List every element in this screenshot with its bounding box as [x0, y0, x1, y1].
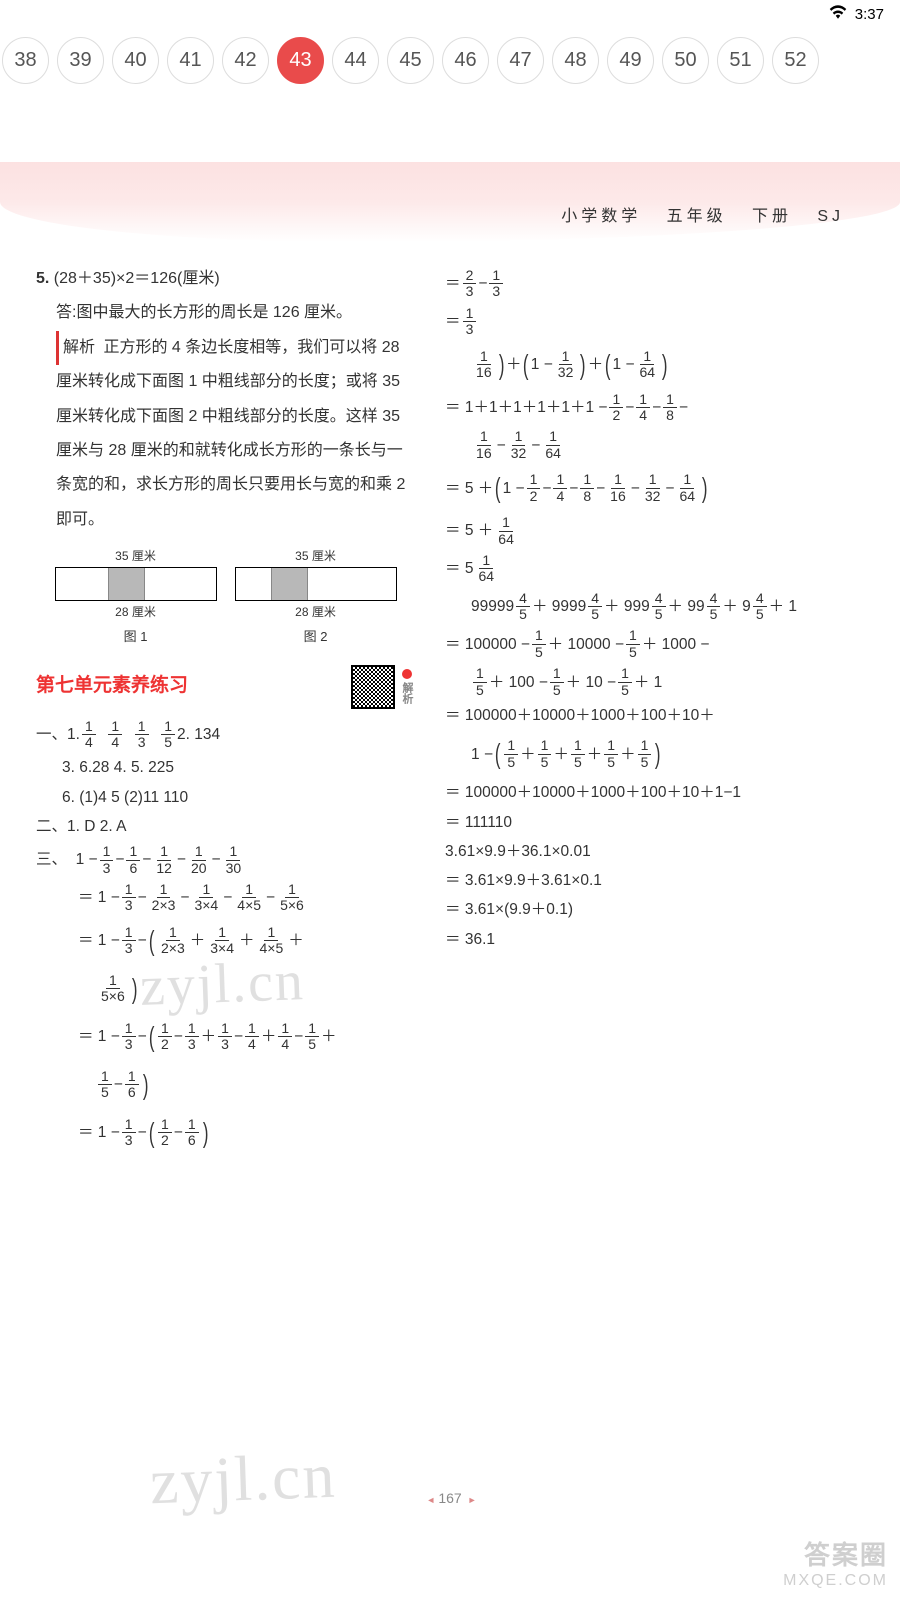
diagram-row: 35 厘米 28 厘米 图 1 35 厘米 28 厘米 图 2	[36, 547, 415, 647]
play-icon	[402, 669, 412, 679]
problem-explain: 正方形的 4 条边长度相等，我们可以将 28 厘米转化成下面图 1 中粗线部分的…	[56, 339, 405, 528]
status-bar: 3:37	[0, 0, 900, 28]
wifi-icon	[829, 5, 847, 23]
page-tab-50[interactable]: 50	[662, 37, 709, 84]
page-tab-39[interactable]: 39	[57, 37, 104, 84]
right-column: ＝ 23 − 13＝ 13116) ＋ (1 − 132) ＋ (1 − 164…	[445, 262, 864, 1160]
header-code: SJ	[817, 208, 844, 225]
page-tab-49[interactable]: 49	[607, 37, 654, 84]
problem-number: 5.	[36, 270, 49, 287]
solve-tag: 解析	[56, 331, 99, 365]
brand-url: MXQE.COM	[783, 1572, 888, 1590]
brand-cn: 答案圈	[783, 1535, 888, 1572]
answers-right: ＝ 23 − 13＝ 13116) ＋ (1 − 132) ＋ (1 − 164…	[445, 268, 864, 951]
qr-code-icon[interactable]	[351, 665, 395, 709]
page-tab-strip: 383940414243444546474849505152	[0, 28, 900, 92]
problem-5: 5. (28＋35)×2＝126(厘米) 答:图中最大的长方形的周长是 126 …	[36, 262, 415, 537]
page-tab-44[interactable]: 44	[332, 37, 379, 84]
dim-bot-1: 28 厘米	[55, 603, 217, 621]
diagram-1: 35 厘米 28 厘米 图 1	[55, 547, 217, 647]
problem-expr: (28＋35)×2＝126(厘米)	[54, 270, 220, 287]
section-title: 第七单元素养练习	[36, 672, 188, 701]
page-tab-43[interactable]: 43	[277, 37, 324, 84]
page-tab-42[interactable]: 42	[222, 37, 269, 84]
header-text: 小学数学 五年级 下册 SJ	[561, 202, 844, 226]
page-tab-51[interactable]: 51	[717, 37, 764, 84]
page-tab-41[interactable]: 41	[167, 37, 214, 84]
section-title-row: 第七单元素养练习 解析	[36, 665, 415, 709]
header-subject: 小学数学	[561, 208, 641, 225]
fig2-label: 图 2	[235, 627, 397, 647]
header-grade: 五年级	[667, 208, 727, 225]
left-column: 5. (28＋35)×2＝126(厘米) 答:图中最大的长方形的周长是 126 …	[36, 262, 415, 1160]
qr-block[interactable]: 解析	[351, 665, 416, 709]
page-content: 小学数学 五年级 下册 SJ 5. (28＋35)×2＝126(厘米) 答:图中…	[0, 162, 900, 1160]
dim-top-2: 35 厘米	[235, 547, 397, 565]
header-volume: 下册	[752, 208, 792, 225]
page-tab-38[interactable]: 38	[2, 37, 49, 84]
answers-left: 一、1. 14 14 13 15 2. 1343. 6.28 4. 5. 225…	[36, 719, 415, 1154]
fig1-label: 图 1	[55, 627, 217, 647]
page-tab-47[interactable]: 47	[497, 37, 544, 84]
corner-brand: 答案圈 MXQE.COM	[783, 1535, 888, 1590]
diagram-2: 35 厘米 28 厘米 图 2	[235, 547, 397, 647]
watermark-2: zyjl.cn	[149, 1439, 338, 1519]
qr-label: 解析	[399, 682, 416, 704]
dim-bot-2: 28 厘米	[235, 603, 397, 621]
page-header: 小学数学 五年级 下册 SJ	[36, 162, 864, 262]
page-tab-52[interactable]: 52	[772, 37, 819, 84]
page-tab-46[interactable]: 46	[442, 37, 489, 84]
problem-answer: 答:图中最大的长方形的周长是 126 厘米。	[36, 296, 352, 330]
status-time: 3:37	[855, 6, 884, 23]
page-tab-40[interactable]: 40	[112, 37, 159, 84]
page-tab-48[interactable]: 48	[552, 37, 599, 84]
dim-top-1: 35 厘米	[55, 547, 217, 565]
page-tab-45[interactable]: 45	[387, 37, 434, 84]
page-number: 167	[420, 1490, 479, 1506]
